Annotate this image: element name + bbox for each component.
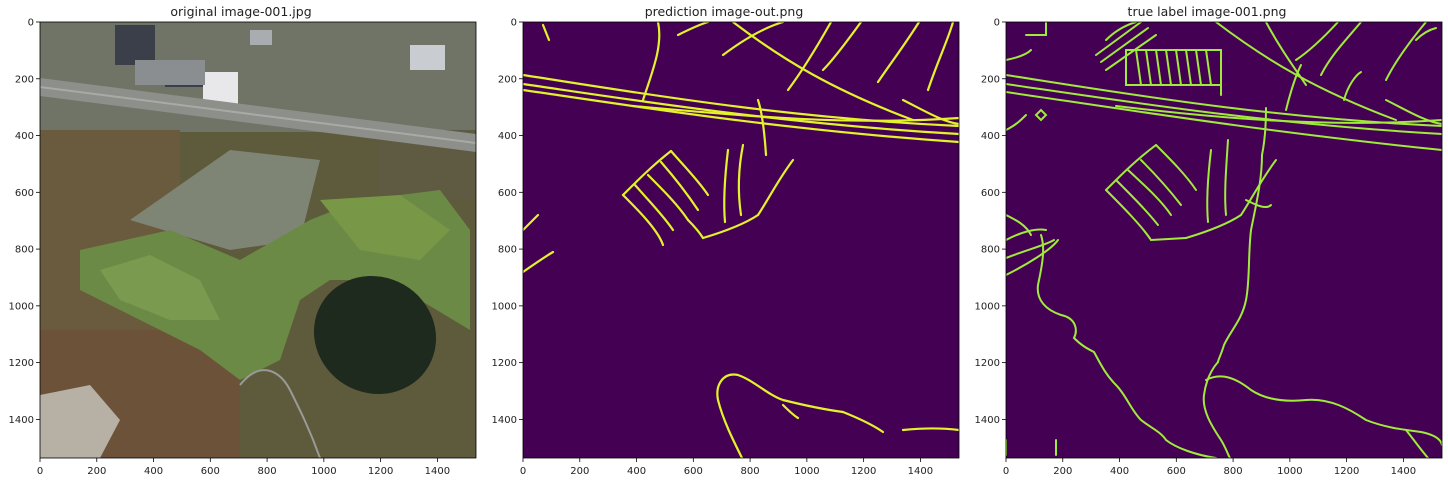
- x-tick-label: 1400: [908, 466, 933, 477]
- chart-true-label: 0 200 400 600 800 1000 1200 1400 0 200 400 600 800 1…: [975, 18, 1443, 477]
- y-tick-label: 0: [511, 18, 517, 29]
- x-tick-label: 400: [1110, 466, 1129, 477]
- x-tick-label: 800: [1224, 466, 1243, 477]
- y-tick-label: 1400: [9, 415, 34, 426]
- y-tick-label: 600: [15, 188, 34, 199]
- x-tick-label: 0: [1003, 466, 1009, 477]
- chart-prediction: 0 200 400 600 800 1000 1200 1400 0 200 400 600 800 1…: [492, 18, 960, 477]
- x-tick-label: 0: [520, 466, 526, 477]
- x-axis: 0 200 400 600 800 1000 1200 1400: [1003, 458, 1416, 477]
- aerial-photo: [40, 22, 476, 458]
- prediction-mask: [523, 22, 959, 458]
- y-tick-label: 600: [498, 188, 517, 199]
- x-tick-label: 800: [258, 466, 277, 477]
- panel-title: true label image-001.png: [1127, 4, 1287, 19]
- y-axis: 0 200 400 600 800 1000 1200 1400: [9, 18, 40, 426]
- y-tick-label: 800: [981, 245, 1000, 256]
- x-axis: 0 200 400 600 800 1000 1200 1400: [37, 458, 450, 477]
- x-axis: 0 200 400 600 800 1000 1200 1400: [520, 458, 933, 477]
- x-tick-label: 1400: [425, 466, 450, 477]
- y-tick-label: 1000: [492, 301, 517, 312]
- x-tick-label: 1200: [1334, 466, 1359, 477]
- y-tick-label: 200: [498, 74, 517, 85]
- y-tick-label: 400: [15, 131, 34, 142]
- panel-title: prediction image-out.png: [644, 4, 804, 19]
- x-tick-label: 1200: [368, 466, 393, 477]
- y-tick-label: 800: [498, 245, 517, 256]
- x-tick-label: 0: [37, 466, 43, 477]
- y-tick-label: 400: [498, 131, 517, 142]
- x-tick-label: 400: [144, 466, 163, 477]
- panel-title: original image-001.jpg: [170, 4, 312, 19]
- x-tick-label: 1200: [851, 466, 876, 477]
- y-tick-label: 200: [15, 74, 34, 85]
- y-tick-label: 1400: [492, 415, 517, 426]
- y-tick-label: 1400: [975, 415, 1000, 426]
- y-tick-label: 0: [28, 18, 34, 29]
- x-tick-label: 1000: [1277, 466, 1302, 477]
- plot-frame: [39, 21, 477, 459]
- x-tick-label: 1000: [311, 466, 336, 477]
- panel-true-label: true label image-001.png: [966, 0, 1448, 482]
- y-tick-label: 1200: [9, 358, 34, 369]
- y-tick-label: 800: [15, 245, 34, 256]
- y-tick-label: 200: [981, 74, 1000, 85]
- y-tick-label: 400: [981, 131, 1000, 142]
- panel-prediction: prediction image-out.png: [483, 0, 965, 482]
- y-tick-label: 600: [981, 188, 1000, 199]
- y-tick-label: 1000: [975, 301, 1000, 312]
- x-tick-label: 200: [570, 466, 589, 477]
- panel-original: original image-001.jpg: [0, 0, 482, 482]
- x-tick-label: 600: [1167, 466, 1186, 477]
- plot-frame: [1005, 21, 1443, 459]
- x-tick-label: 600: [684, 466, 703, 477]
- y-tick-label: 0: [994, 18, 1000, 29]
- x-tick-label: 800: [741, 466, 760, 477]
- x-tick-label: 200: [87, 466, 106, 477]
- x-tick-label: 1000: [794, 466, 819, 477]
- x-tick-label: 600: [201, 466, 220, 477]
- x-tick-label: 1400: [1391, 466, 1416, 477]
- x-tick-label: 200: [1053, 466, 1072, 477]
- chart-original: 0 200 400 600 800 1000 1200 1400 0 200 400 600 800 1…: [9, 18, 477, 477]
- y-tick-label: 1000: [9, 301, 34, 312]
- true-label-mask: [1006, 22, 1442, 458]
- y-axis: 0 200 400 600 800 1000 1200 1400: [975, 18, 1006, 426]
- y-tick-label: 1200: [975, 358, 1000, 369]
- y-axis: 0 200 400 600 800 1000 1200 1400: [492, 18, 523, 426]
- x-tick-label: 400: [627, 466, 646, 477]
- y-tick-label: 1200: [492, 358, 517, 369]
- plot-frame: [522, 21, 960, 459]
